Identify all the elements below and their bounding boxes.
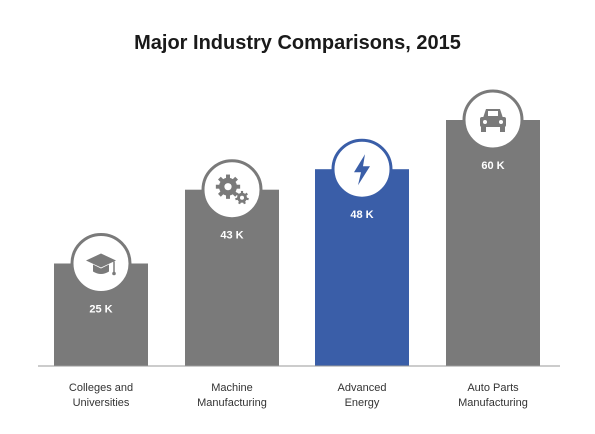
category-label: Colleges and Universities bbox=[69, 382, 133, 409]
icon-badge-3 bbox=[331, 138, 393, 200]
value-label: 25 K bbox=[89, 304, 112, 316]
icon-badge-1 bbox=[70, 233, 132, 294]
car-icon bbox=[480, 109, 506, 132]
gears-icon bbox=[215, 174, 249, 205]
lightning-bolt-icon bbox=[354, 154, 370, 186]
category-label: Advanced Energy bbox=[338, 382, 387, 409]
icon-badge-4 bbox=[462, 89, 524, 151]
chart-title: Major Industry Comparisons, 2015 bbox=[134, 32, 461, 54]
labels-layer: 25 K Colleges and Universities 43 K Machine M… bbox=[69, 160, 528, 409]
bars-layer bbox=[54, 89, 540, 366]
category-label: Auto Parts Manufacturing bbox=[458, 382, 528, 409]
icon-badge-2 bbox=[201, 159, 263, 221]
graduation-cap-icon bbox=[86, 253, 116, 276]
value-label: 60 K bbox=[481, 160, 504, 172]
value-label: 43 K bbox=[220, 230, 243, 242]
category-label: Machine Manufacturing bbox=[197, 382, 267, 409]
value-label: 48 K bbox=[350, 209, 373, 221]
bar-4 bbox=[446, 120, 540, 366]
bar-3 bbox=[315, 169, 409, 366]
